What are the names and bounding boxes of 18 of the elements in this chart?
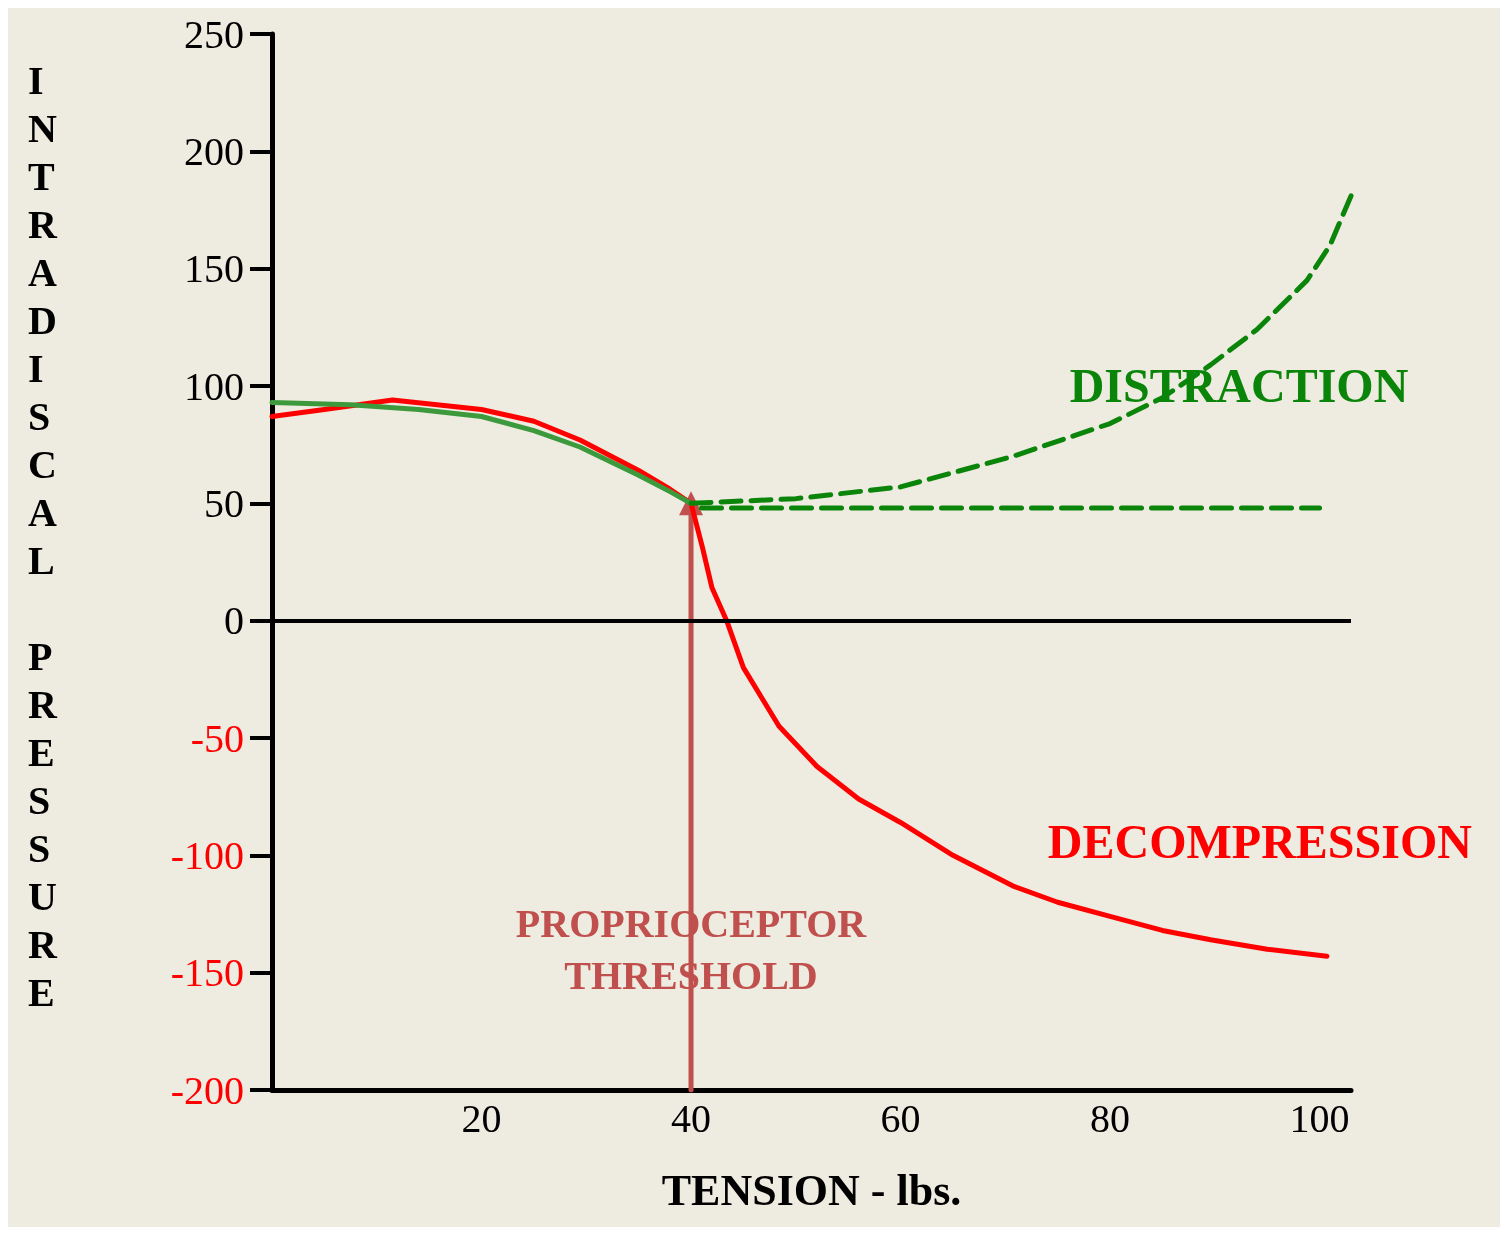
x-tick-label: 100 — [1289, 1095, 1350, 1141]
y-tick-label: -100 — [170, 832, 244, 878]
y-tick-label: 200 — [184, 128, 244, 174]
text: INTRADISCAL PRESSURE — [28, 57, 57, 1015]
x-tick-label: 80 — [1090, 1095, 1131, 1141]
y-tick-label: 0 — [224, 598, 244, 644]
y-tick-label: 100 — [184, 363, 244, 409]
y-tick-label: 250 — [184, 11, 244, 57]
series-label: DECOMPRESSION — [1047, 814, 1473, 868]
x-axis-title: TENSION - lbs. — [661, 1165, 962, 1215]
x-tick-label: 20 — [461, 1095, 502, 1141]
x-tick-label: 60 — [880, 1095, 921, 1141]
y-tick-label: -200 — [170, 1067, 244, 1113]
y-tick-label: -150 — [170, 950, 244, 996]
x-tick-label: 40 — [671, 1095, 712, 1141]
y-tick-label: 50 — [204, 480, 244, 526]
y-tick-label: 150 — [184, 246, 244, 292]
y-tick-label: -50 — [190, 715, 244, 761]
